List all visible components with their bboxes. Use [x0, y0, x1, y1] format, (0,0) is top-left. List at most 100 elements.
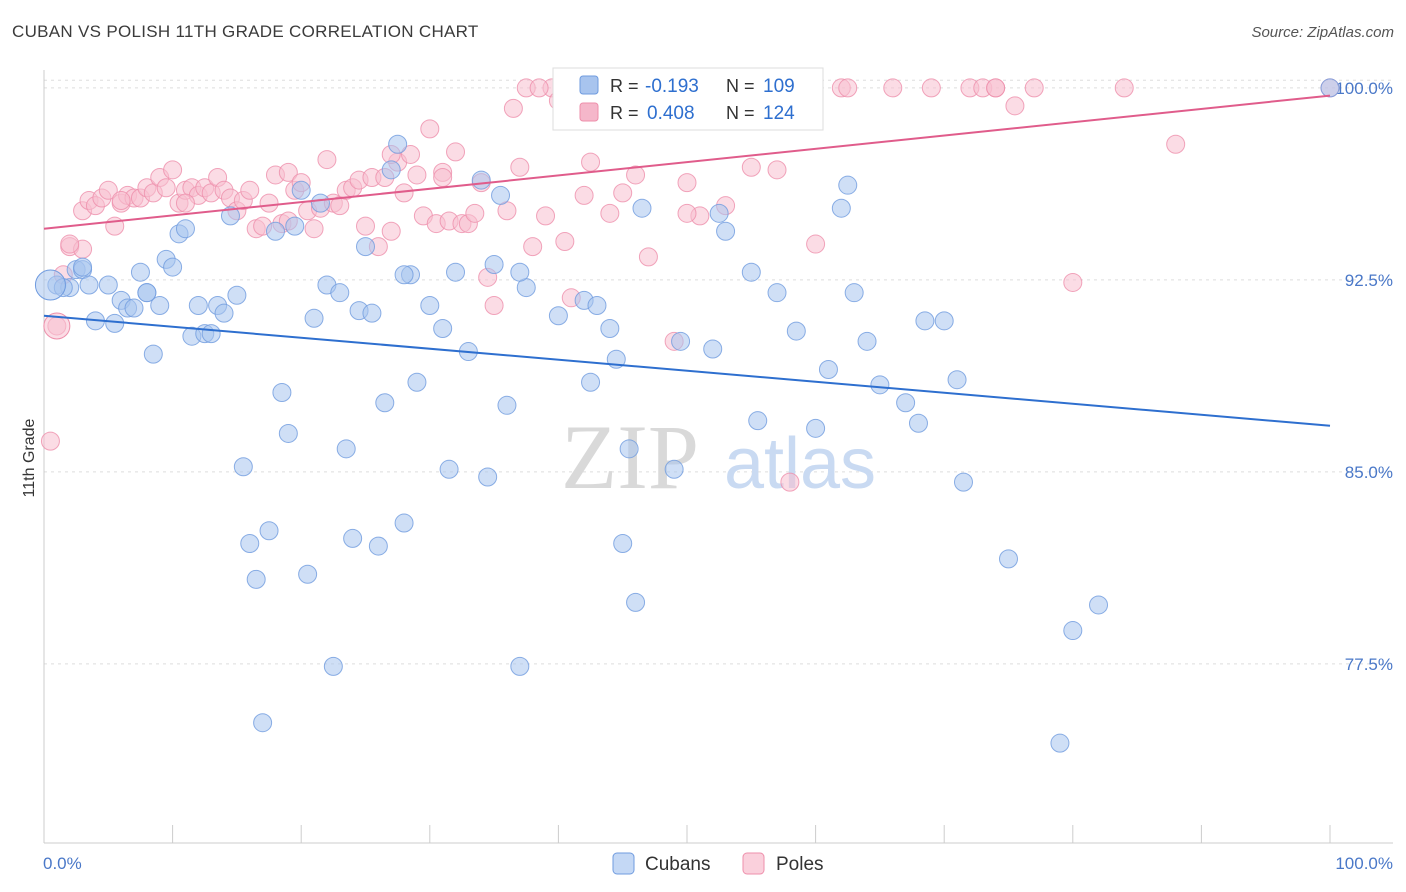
legend-item-cubans-label: Cubans: [645, 854, 711, 875]
legend-item-poles-swatch: [742, 852, 765, 875]
cuban-point: [394, 265, 414, 285]
cuban-point: [626, 592, 646, 612]
cuban-point: [130, 262, 150, 282]
gridlines: [44, 79, 1393, 665]
cuban-point: [98, 275, 118, 295]
cuban-point: [105, 313, 125, 333]
poles-point: [40, 431, 60, 451]
poles-point: [523, 237, 543, 257]
cuban-point: [671, 331, 691, 351]
cuban-point: [716, 221, 736, 241]
series-cubans: [34, 78, 1340, 753]
poles-point: [510, 157, 530, 177]
poles-point: [1166, 134, 1186, 154]
poles-point: [484, 295, 504, 315]
cuban-point: [163, 257, 183, 277]
x-tick-label-max: 100.0%: [1335, 854, 1393, 873]
cuban-point: [748, 411, 768, 431]
cuban-point: [818, 359, 838, 379]
chart-title: CUBAN VS POLISH 11TH GRADE CORRELATION C…: [12, 22, 479, 41]
poles-point: [806, 234, 826, 254]
poles-point: [433, 168, 453, 188]
y-tick-label: 100.0%: [1335, 79, 1393, 98]
poles-point: [401, 144, 421, 164]
cuban-point-large: [34, 269, 66, 301]
poles-point: [613, 183, 633, 203]
cuban-point: [947, 370, 967, 390]
cuban-point: [484, 255, 504, 275]
poles-point: [98, 180, 118, 200]
cuban-point: [381, 160, 401, 180]
axes: 100.0% 92.5% 85.0% 77.5%: [43, 70, 1393, 844]
poles-point: [1114, 78, 1134, 98]
cuban-point: [1050, 733, 1070, 753]
cuban-point: [915, 311, 935, 331]
poles-point: [600, 203, 620, 223]
legend-swatch-poles: [579, 102, 599, 122]
cuban-point: [233, 457, 253, 477]
poles-point: [921, 78, 941, 98]
source-label: Source: ZipAtlas.com: [1251, 24, 1394, 41]
cuban-point: [471, 170, 491, 190]
cuban-point: [188, 295, 208, 315]
cuban-point: [388, 134, 408, 154]
cuban-point: [137, 283, 157, 303]
poles-point: [581, 152, 601, 172]
cuban-point: [240, 534, 260, 554]
poles-point: [259, 193, 279, 213]
cuban-point: [368, 536, 388, 556]
cuban-point: [870, 375, 890, 395]
poles-point: [626, 165, 646, 185]
poles-point: [163, 160, 183, 180]
cuban-point: [806, 418, 826, 438]
cuban-point: [330, 283, 350, 303]
cuban-point: [446, 262, 466, 282]
cuban-point: [632, 198, 652, 218]
poles-point: [767, 160, 787, 180]
poles-point: [317, 150, 337, 170]
cuban-point: [259, 521, 279, 541]
cuban-point: [510, 656, 530, 676]
trend-lines: [43, 94, 1331, 427]
cuban-point: [831, 198, 851, 218]
cuban-point: [857, 331, 877, 351]
y-tick-label: 77.5%: [1345, 655, 1393, 674]
poles-point: [529, 78, 549, 98]
legend-n-value-poles: 124: [763, 103, 795, 124]
series-legend: Cubans Poles: [612, 852, 824, 875]
poles-point: [638, 247, 658, 267]
cuban-point: [124, 298, 144, 318]
cuban-point: [79, 275, 99, 295]
cuban-point: [934, 311, 954, 331]
stats-legend: R = -0.193 N = 109 R = 0.408 N = 124: [552, 67, 824, 131]
poles-point: [381, 221, 401, 241]
cuban-point: [1089, 595, 1109, 615]
cuban-point: [356, 237, 375, 257]
cuban-point: [265, 221, 285, 241]
cuban-point: [613, 534, 633, 554]
poles-point: [883, 78, 903, 98]
cuban-point: [581, 372, 601, 392]
legend-n-value-cubans: 109: [763, 76, 795, 97]
poles-point: [677, 173, 697, 193]
cuban-point: [433, 319, 453, 339]
cuban-point: [786, 321, 806, 341]
cuban-point: [491, 185, 511, 205]
cuban-point: [394, 513, 414, 533]
cuban-point: [343, 528, 363, 548]
cuban-point: [298, 564, 318, 584]
cuban-point: [323, 656, 343, 676]
y-axis-label: 11th Grade: [21, 418, 38, 497]
cuban-point: [1063, 621, 1083, 641]
poles-point: [278, 162, 298, 182]
cuban-point: [908, 413, 928, 433]
cuban-point: [953, 472, 973, 492]
cuban-point: [420, 295, 440, 315]
legend-n-label-poles: N =: [726, 103, 755, 123]
cuban-point: [999, 549, 1018, 569]
watermark: ZIP atlas: [561, 406, 876, 508]
poles-point: [1005, 96, 1025, 116]
poles-point: [503, 98, 523, 118]
poles-point: [446, 142, 466, 162]
